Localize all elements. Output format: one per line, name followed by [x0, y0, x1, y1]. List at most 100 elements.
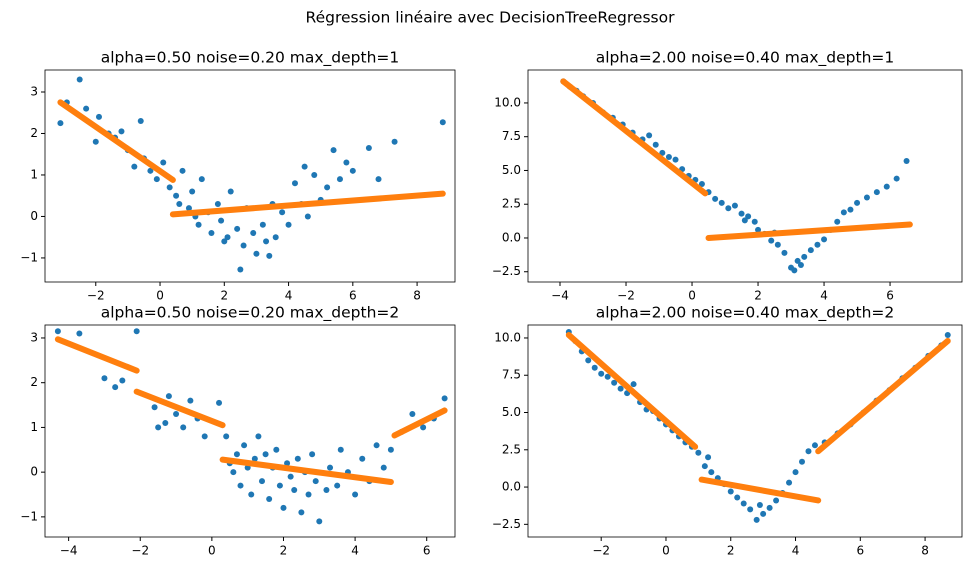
- x-tick-label: 6: [856, 544, 864, 558]
- data-point: [734, 494, 741, 501]
- data-point: [672, 156, 679, 163]
- plot-area: [57, 76, 446, 273]
- x-tick-label: 0: [688, 289, 696, 303]
- data-point: [301, 163, 308, 170]
- data-point: [272, 234, 279, 241]
- data-point: [216, 399, 223, 406]
- data-point: [92, 138, 99, 145]
- data-point: [198, 176, 205, 183]
- y-tick-label: 10.0: [494, 330, 521, 344]
- y-tick-label: 1: [30, 167, 38, 181]
- data-point: [165, 393, 172, 400]
- data-point: [262, 451, 269, 458]
- data-point: [797, 261, 804, 268]
- data-point: [591, 364, 598, 371]
- data-point: [253, 250, 260, 257]
- data-point: [280, 504, 287, 511]
- data-point: [903, 158, 910, 165]
- prediction-line: [54, 336, 448, 485]
- y-tick-label: 10.0: [494, 95, 521, 109]
- data-point: [160, 159, 167, 166]
- data-point: [76, 76, 83, 83]
- y-tick-label: −1: [20, 250, 38, 264]
- data-point: [807, 247, 814, 254]
- data-point: [359, 455, 366, 462]
- data-point: [740, 500, 747, 507]
- y-tick-label: 3: [30, 84, 38, 98]
- data-point: [324, 184, 331, 191]
- data-point: [54, 328, 61, 335]
- data-point: [695, 449, 702, 456]
- data-point: [652, 141, 659, 148]
- data-point: [263, 238, 270, 245]
- data-point: [387, 446, 394, 453]
- data-point: [118, 128, 125, 135]
- x-tick-label: 4: [820, 289, 828, 303]
- subplot: alpha=0.50 noise=0.20 max_depth=2 −4 −2 0 2 4…: [20, 304, 456, 558]
- y-tick-label: 5.0: [502, 405, 521, 419]
- y-tick-label: 2.5: [502, 442, 521, 456]
- data-point: [738, 210, 745, 217]
- data-point: [250, 230, 257, 237]
- data-point: [439, 119, 446, 126]
- axes-frame: [44, 69, 456, 283]
- data-point: [760, 510, 767, 517]
- data-point: [834, 218, 841, 225]
- x-tick-label: 2: [727, 544, 735, 558]
- data-point: [147, 167, 154, 174]
- data-point: [741, 217, 748, 224]
- data-point: [208, 230, 215, 237]
- data-point: [224, 234, 231, 241]
- data-point: [604, 373, 611, 380]
- y-tick-label: −1: [20, 509, 38, 523]
- subplot: alpha=2.00 noise=0.40 max_depth=1 −4 −2 0 2 4…: [492, 49, 963, 303]
- y-tick-label: 0: [30, 209, 38, 223]
- data-point: [805, 448, 812, 455]
- data-point: [233, 451, 240, 458]
- data-point: [312, 478, 319, 485]
- data-point: [166, 184, 173, 191]
- data-point: [218, 217, 225, 224]
- plot-area: [54, 328, 448, 525]
- data-point: [811, 442, 818, 449]
- data-point: [279, 209, 286, 216]
- data-point: [863, 194, 870, 201]
- axes-frame: [527, 324, 963, 538]
- data-point: [352, 491, 359, 498]
- data-point: [712, 195, 719, 202]
- x-tick-label: 8: [413, 289, 421, 303]
- y-tick-label: 5.0: [502, 163, 521, 177]
- data-point: [774, 241, 781, 248]
- data-point: [343, 159, 350, 166]
- data-point: [373, 442, 380, 449]
- data-point: [153, 176, 160, 183]
- data-point: [185, 205, 192, 212]
- data-point: [814, 241, 821, 248]
- data-point: [133, 328, 140, 335]
- data-point: [119, 377, 126, 384]
- y-tick-label: 1: [30, 420, 38, 434]
- y-tick-label: 0: [30, 465, 38, 479]
- data-point: [336, 176, 343, 183]
- x-tick-label: 2: [754, 289, 762, 303]
- data-point: [298, 509, 305, 516]
- data-point: [747, 506, 754, 513]
- x-tick-label: 6: [886, 289, 894, 303]
- data-point: [409, 411, 416, 418]
- data-point: [585, 357, 592, 364]
- y-tick-label: 2.5: [502, 197, 521, 211]
- x-tick-label: −4: [60, 544, 78, 558]
- data-point: [284, 460, 291, 467]
- data-point: [847, 206, 854, 213]
- data-point: [365, 144, 372, 151]
- prediction-line: [565, 331, 951, 504]
- prediction-line: [57, 99, 446, 218]
- data-point: [873, 189, 880, 196]
- data-point: [755, 226, 762, 233]
- x-tick-label: 2: [280, 544, 288, 558]
- data-point: [255, 433, 262, 440]
- y-tick-label: 0.0: [502, 230, 521, 244]
- data-point: [330, 147, 337, 154]
